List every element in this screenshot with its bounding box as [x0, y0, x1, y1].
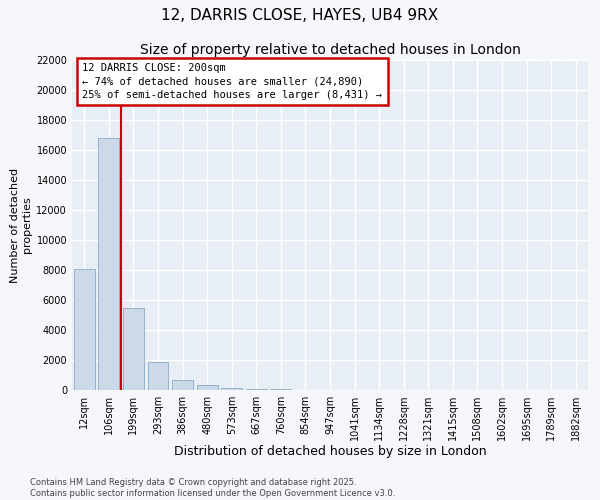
Bar [246, 388, 267, 390]
Text: 12, DARRIS CLOSE, HAYES, UB4 9RX: 12, DARRIS CLOSE, HAYES, UB4 9RX [161, 8, 439, 22]
Bar [197, 385, 218, 390]
X-axis label: Distribution of detached houses by size in London: Distribution of detached houses by size … [173, 444, 487, 458]
Text: 12 DARRIS CLOSE: 200sqm
← 74% of detached houses are smaller (24,890)
25% of sem: 12 DARRIS CLOSE: 200sqm ← 74% of detache… [82, 64, 382, 100]
Title: Size of property relative to detached houses in London: Size of property relative to detached ho… [140, 44, 520, 58]
Bar [148, 362, 169, 390]
Bar [172, 380, 193, 390]
Bar [123, 308, 144, 390]
Text: Contains HM Land Registry data © Crown copyright and database right 2025.
Contai: Contains HM Land Registry data © Crown c… [30, 478, 395, 498]
Bar [74, 268, 95, 390]
Bar [221, 388, 242, 390]
Bar [98, 138, 119, 390]
Bar [271, 389, 292, 390]
Y-axis label: Number of detached
properties: Number of detached properties [10, 168, 32, 282]
